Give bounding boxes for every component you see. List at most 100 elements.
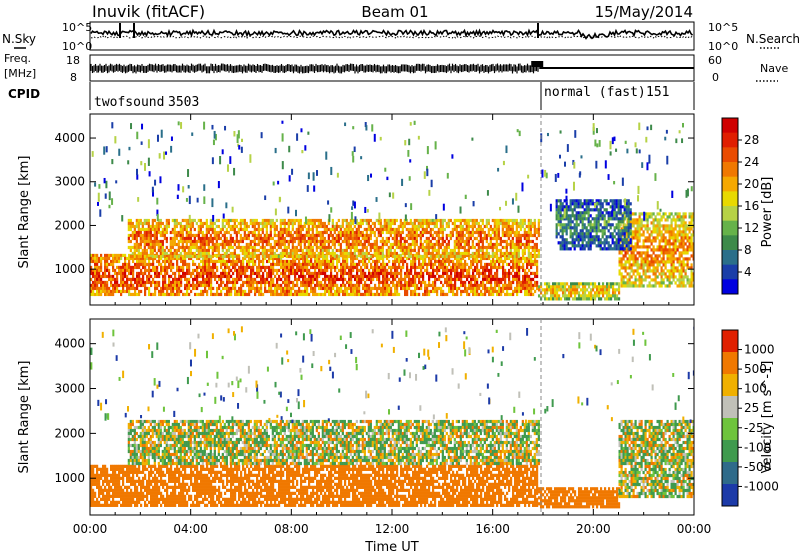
power-cell (165, 218, 168, 223)
power-cell (414, 265, 417, 270)
power-cell (211, 251, 214, 256)
noise-trace (90, 23, 694, 40)
power-cell (375, 245, 378, 250)
power-cell (182, 268, 185, 273)
power-cell (375, 242, 378, 247)
power-cell (316, 259, 319, 264)
power-cell (304, 256, 307, 261)
power-cell (387, 227, 390, 232)
power-cell (296, 289, 299, 294)
power-cell (618, 257, 621, 261)
power-cell (208, 256, 211, 261)
power-cell (493, 242, 496, 247)
power-cell (98, 271, 101, 276)
power-cell (311, 218, 314, 223)
power-cell (620, 266, 623, 270)
power-cell (454, 271, 457, 276)
power-cell (108, 274, 111, 279)
power-cell (356, 271, 359, 276)
power-cell (345, 251, 348, 256)
power-cell (159, 239, 162, 244)
power-cell (493, 254, 496, 259)
power-cell (305, 227, 308, 232)
power-cell (188, 286, 191, 291)
power-cell (297, 224, 300, 229)
power-cell (248, 259, 251, 264)
power-cell (163, 233, 166, 238)
power-cell (166, 289, 169, 294)
power-cell (408, 271, 411, 276)
power-cell (219, 227, 222, 232)
power-cell (442, 283, 445, 288)
power-cell (443, 251, 446, 256)
power-cell (243, 251, 246, 256)
power-cell (116, 265, 119, 270)
power-cell (522, 274, 525, 279)
power-cell (306, 262, 309, 267)
power-cell (411, 224, 414, 229)
power-cell (459, 254, 462, 259)
power-cell (309, 236, 312, 241)
power-cell (202, 271, 205, 276)
power-cell (242, 271, 245, 276)
power-cell (525, 233, 528, 238)
power-cell (451, 251, 454, 256)
power-cell (189, 233, 192, 238)
power-cell (325, 224, 328, 229)
power-cell (469, 254, 472, 259)
noise-panel (89, 21, 695, 51)
power-cell (139, 245, 142, 250)
power-cell (212, 274, 215, 279)
power-cell (470, 286, 473, 291)
power-cell (345, 233, 348, 238)
power-cell (379, 251, 382, 256)
power-cell (577, 285, 581, 289)
power-cell (163, 227, 166, 232)
power-cell (332, 292, 335, 297)
power-cell (403, 248, 406, 253)
power-cell (432, 271, 435, 276)
power-cell (533, 242, 536, 247)
power-cell (211, 248, 214, 253)
power-cell (609, 297, 613, 301)
power-cell (549, 288, 553, 292)
power-cell (341, 248, 344, 253)
power-cell (249, 245, 252, 250)
power-cell (515, 233, 518, 238)
power-cell (288, 271, 291, 276)
power-cell (379, 233, 382, 238)
power-cell (367, 251, 370, 256)
power-cell (319, 224, 322, 229)
power-cell (191, 221, 194, 226)
power-cell (330, 289, 333, 294)
power-cell (329, 239, 332, 244)
power-cell (385, 236, 388, 241)
power-cell (389, 230, 392, 235)
power-cell (319, 242, 322, 247)
power-cell (196, 265, 199, 270)
power-cell (146, 280, 149, 285)
power-cell (218, 256, 221, 261)
power-cell (205, 239, 208, 244)
power-cell (506, 286, 509, 291)
power-cell (620, 251, 623, 255)
power-cell (253, 218, 256, 223)
power-cell (257, 254, 260, 259)
power-cell (425, 242, 428, 247)
power-cell (485, 236, 488, 241)
power-cell (358, 259, 361, 264)
power-cell (272, 259, 275, 264)
power-cell (328, 283, 331, 288)
power-cell (460, 268, 463, 273)
power-cell (385, 227, 388, 232)
power-cell (425, 239, 428, 244)
power-cell (460, 292, 463, 297)
power-cell (477, 251, 480, 256)
power-cell (537, 230, 540, 235)
power-cell (397, 242, 400, 247)
power-cell (328, 289, 331, 294)
power-cell (400, 265, 403, 270)
power-cell (403, 242, 406, 247)
power-cell (369, 233, 372, 238)
power-cell (618, 269, 621, 273)
